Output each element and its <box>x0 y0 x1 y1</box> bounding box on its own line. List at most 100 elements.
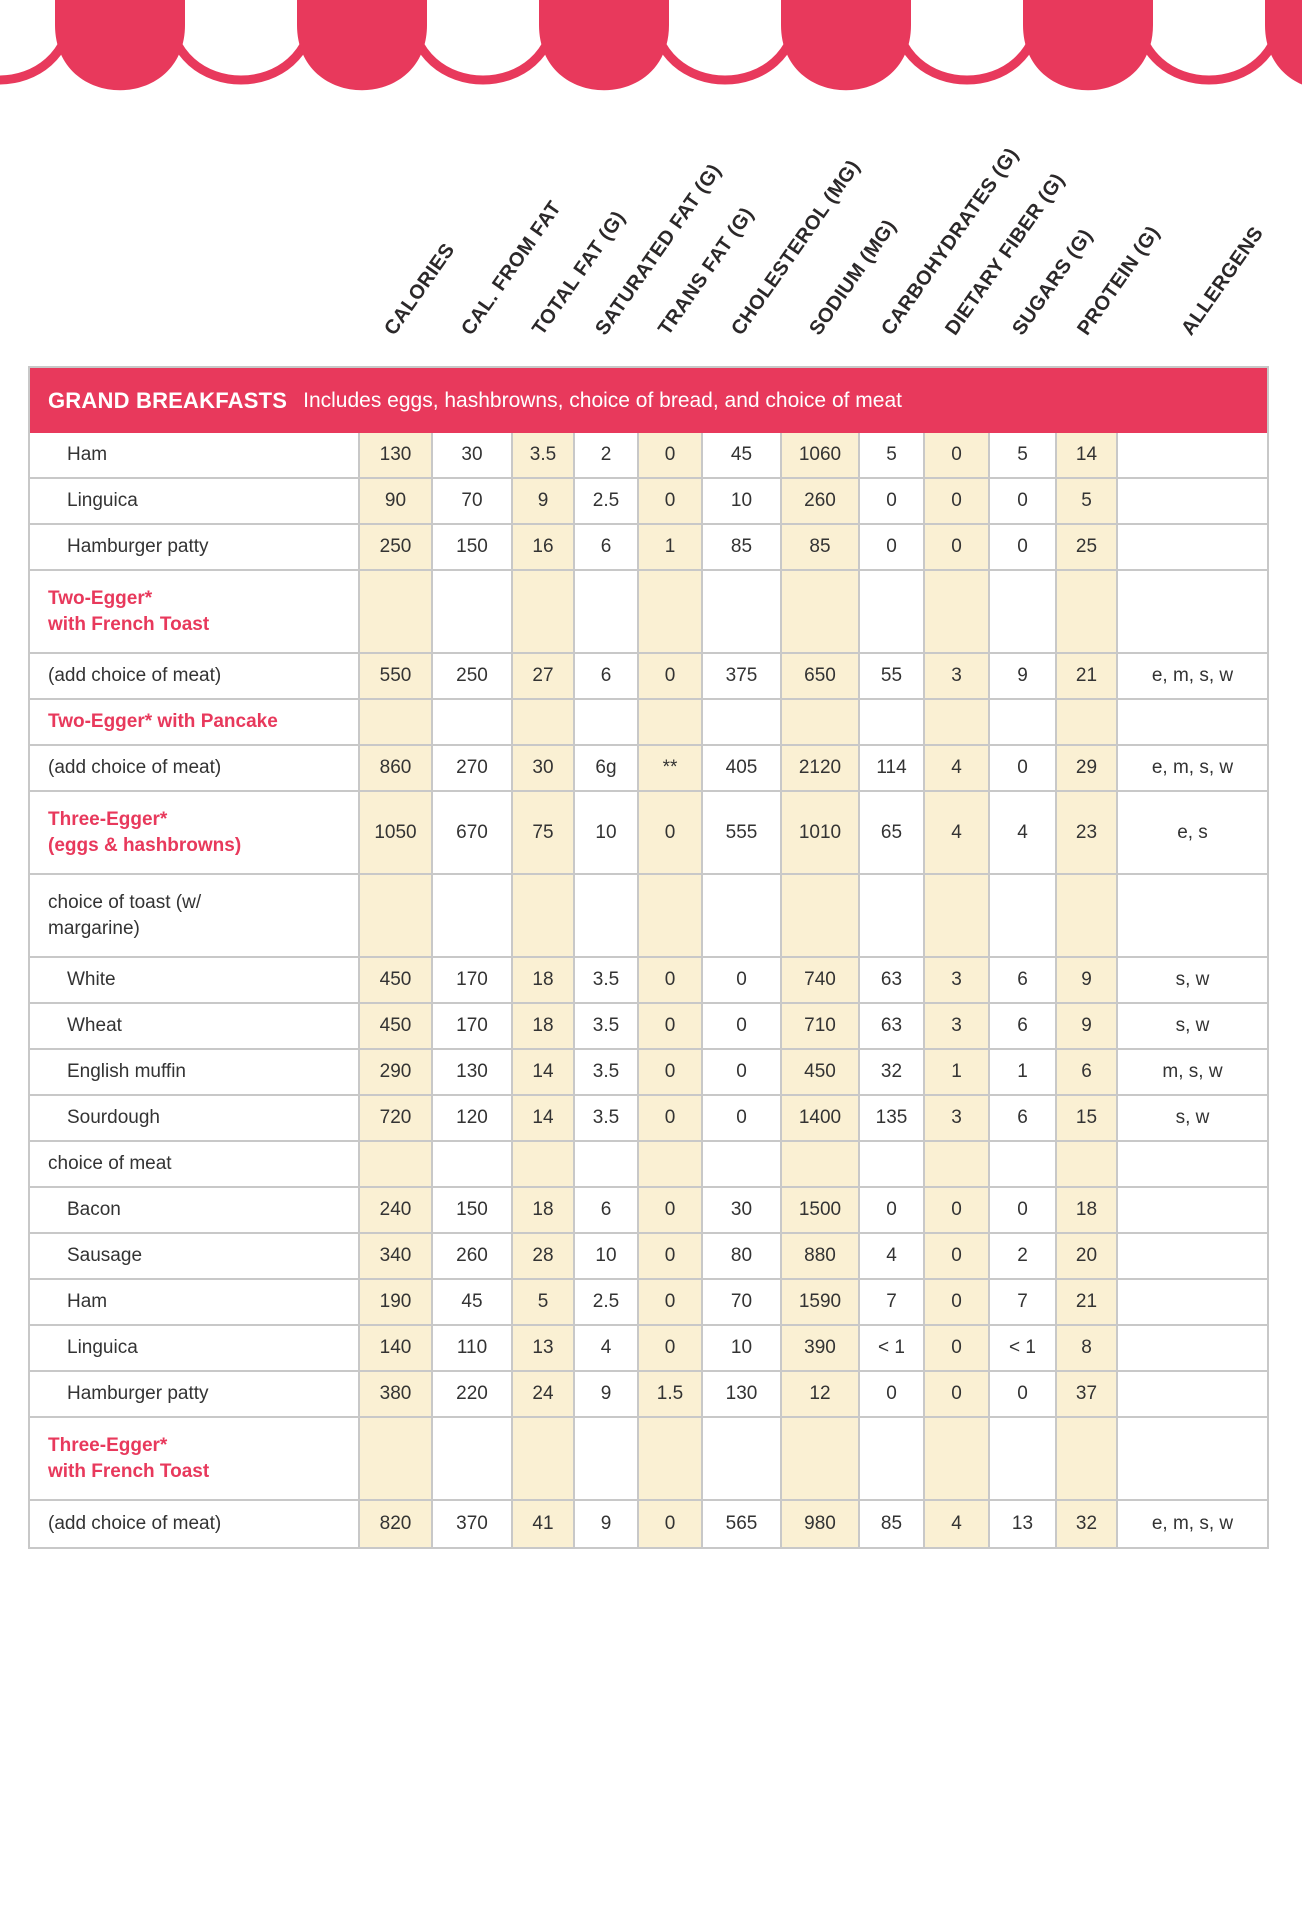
cell-saturated-fat: 3.5 <box>575 958 639 1002</box>
cell-total-fat: 9 <box>513 479 575 523</box>
cell-calories: 190 <box>360 1280 433 1324</box>
cell-cholesterol: 80 <box>703 1234 782 1278</box>
cell-cal-from-fat: 130 <box>433 1050 513 1094</box>
cell-dietary-fiber: 0 <box>925 433 990 477</box>
cell-sugars: 4 <box>990 792 1057 873</box>
cell-protein: 9 <box>1057 958 1118 1002</box>
cell-cal-from-fat <box>433 1142 513 1186</box>
row-label: Three-Egger* with French Toast <box>30 1418 360 1499</box>
cell-allergens <box>1118 700 1267 744</box>
cell-trans-fat: 0 <box>639 958 703 1002</box>
cell-sodium <box>782 1418 860 1499</box>
cell-trans-fat: 0 <box>639 1096 703 1140</box>
cell-saturated-fat: 6 <box>575 654 639 698</box>
cell-allergens <box>1118 433 1267 477</box>
cell-calories: 90 <box>360 479 433 523</box>
cell-trans-fat: 0 <box>639 1501 703 1547</box>
cell-calories: 450 <box>360 958 433 1002</box>
cell-sugars: 0 <box>990 479 1057 523</box>
cell-cholesterol: 0 <box>703 958 782 1002</box>
cell-protein: 21 <box>1057 1280 1118 1324</box>
cell-sodium: 85 <box>782 525 860 569</box>
cell-cal-from-fat: 150 <box>433 1188 513 1232</box>
cell-allergens: e, m, s, w <box>1151 1513 1234 1535</box>
cell-cholesterol: 405 <box>703 746 782 790</box>
cell-saturated-fat: 6 <box>575 525 639 569</box>
row-label: Linguica <box>30 479 360 523</box>
cell-dietary-fiber <box>925 571 990 652</box>
cell-allergens <box>1118 1188 1267 1232</box>
cell-cholesterol: 0 <box>703 1050 782 1094</box>
cell-trans-fat: 0 <box>639 479 703 523</box>
cell-carbohydrates <box>860 1142 925 1186</box>
row-label: Sourdough <box>30 1096 360 1140</box>
cell-trans-fat: 0 <box>639 433 703 477</box>
table-row: choice of meat <box>30 1142 1267 1188</box>
cell-cal-from-fat: 250 <box>433 654 513 698</box>
cell-sugars: 7 <box>990 1280 1057 1324</box>
row-label: Hamburger patty <box>30 1372 360 1416</box>
cell-calories: 720 <box>360 1096 433 1140</box>
row-label: Two-Egger* with Pancake <box>30 700 360 744</box>
cell-dietary-fiber <box>925 875 990 956</box>
cell-sodium: 1060 <box>782 433 860 477</box>
cell-cal-from-fat: 110 <box>433 1326 513 1370</box>
section-title: GRAND BREAKFASTS <box>48 387 288 413</box>
cell-cal-from-fat: 30 <box>433 433 513 477</box>
row-label: Bacon <box>30 1188 360 1232</box>
cell-cal-from-fat: 370 <box>433 1501 513 1547</box>
cell-total-fat: 13 <box>513 1326 575 1370</box>
cell-carbohydrates: 32 <box>860 1050 925 1094</box>
cell-sodium <box>782 571 860 652</box>
cell-sugars: 5 <box>990 433 1057 477</box>
cell-sugars <box>990 1418 1057 1499</box>
row-label: English muffin <box>30 1050 360 1094</box>
cell-calories: 380 <box>360 1372 433 1416</box>
cell-sugars: 6 <box>990 1004 1057 1048</box>
row-label: (add choice of meat) <box>30 746 360 790</box>
cell-carbohydrates: 114 <box>860 746 925 790</box>
cell-cholesterol: 375 <box>703 654 782 698</box>
cell-calories: 860 <box>360 746 433 790</box>
cell-protein: 9 <box>1057 1004 1118 1048</box>
cell-dietary-fiber <box>925 1418 990 1499</box>
cell-saturated-fat: 9 <box>575 1501 639 1547</box>
table-row: (add choice of meat) 860 270 30 6g ** 405 2120 1… <box>30 746 1267 792</box>
row-label: Ham <box>30 1280 360 1324</box>
cell-calories: 140 <box>360 1326 433 1370</box>
column-header-label: DIETARY FIBER (G) <box>941 169 1070 340</box>
cell-allergens: e, m, s, w <box>1151 757 1234 779</box>
cell-trans-fat: 0 <box>639 1234 703 1278</box>
cell-dietary-fiber: 1 <box>925 1050 990 1094</box>
cell-calories <box>360 700 433 744</box>
row-label: Three-Egger* (eggs & hashbrowns) <box>30 792 360 873</box>
cell-protein: 23 <box>1057 792 1118 873</box>
cell-sugars: 1 <box>990 1050 1057 1094</box>
cell-sugars: 6 <box>990 958 1057 1002</box>
cell-saturated-fat: 2.5 <box>575 1280 639 1324</box>
cell-total-fat: 75 <box>513 792 575 873</box>
cell-allergens: e, m, s, w <box>1151 665 1234 687</box>
cell-cal-from-fat <box>433 700 513 744</box>
cell-cholesterol: 10 <box>703 479 782 523</box>
awning-lobe-shape <box>55 0 1302 91</box>
row-label: Hamburger patty <box>30 525 360 569</box>
table-row: Ham 130 30 3.5 2 0 45 1060 5 0 5 14 <box>30 433 1267 479</box>
cell-carbohydrates: 55 <box>860 654 925 698</box>
cell-protein: 5 <box>1057 479 1118 523</box>
cell-dietary-fiber: 3 <box>925 654 990 698</box>
cell-sugars <box>990 700 1057 744</box>
cell-protein <box>1057 1418 1118 1499</box>
cell-cal-from-fat: 170 <box>433 1004 513 1048</box>
cell-calories: 550 <box>360 654 433 698</box>
cell-carbohydrates: 63 <box>860 958 925 1002</box>
cell-sodium: 710 <box>782 1004 860 1048</box>
cell-protein <box>1057 1142 1118 1186</box>
cell-carbohydrates <box>860 1418 925 1499</box>
table-row: English muffin 290 130 14 3.5 0 0 450 32 1 1 6 m, s,… <box>30 1050 1267 1096</box>
cell-trans-fat: 0 <box>639 1050 703 1094</box>
cell-protein <box>1057 700 1118 744</box>
cell-total-fat: 14 <box>513 1050 575 1094</box>
cell-protein: 29 <box>1057 746 1118 790</box>
cell-protein: 15 <box>1057 1096 1118 1140</box>
